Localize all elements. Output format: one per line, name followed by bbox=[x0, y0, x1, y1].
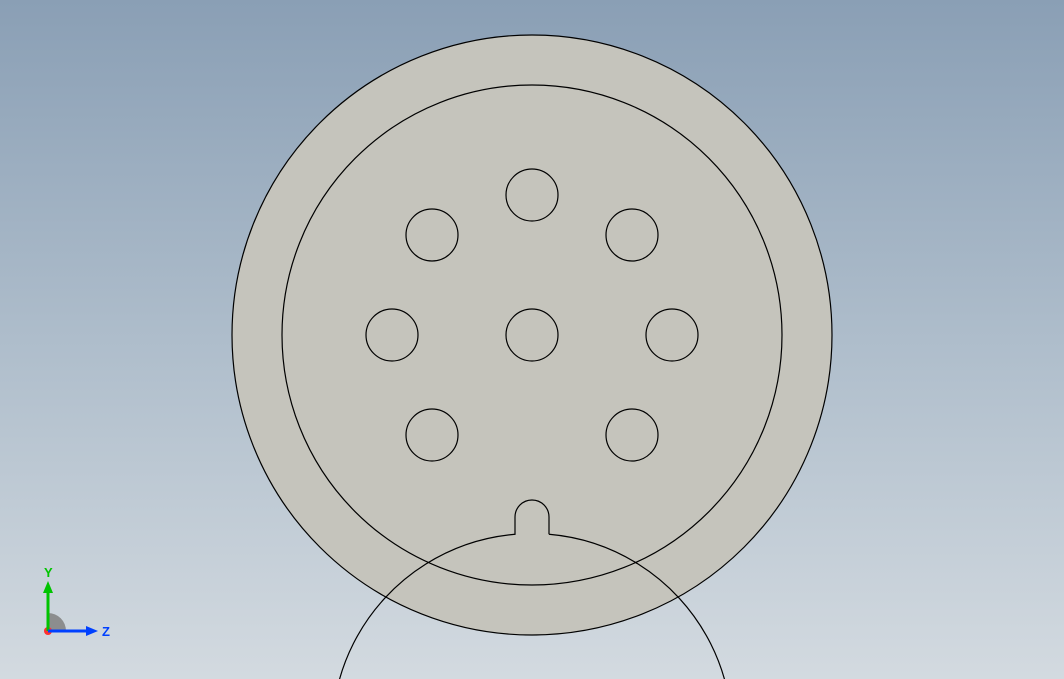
part-outer-disc[interactable] bbox=[232, 35, 832, 635]
triad-y-arrowhead-icon bbox=[43, 581, 53, 593]
triad-y-label: Y bbox=[44, 565, 53, 580]
triad-z-arrowhead-icon bbox=[86, 626, 98, 636]
cad-3d-viewport[interactable]: Y Z bbox=[0, 0, 1064, 679]
triad-z-label: Z bbox=[102, 624, 110, 639]
cad-model-face[interactable] bbox=[0, 0, 1064, 679]
view-orientation-triad: Y Z bbox=[20, 559, 120, 659]
